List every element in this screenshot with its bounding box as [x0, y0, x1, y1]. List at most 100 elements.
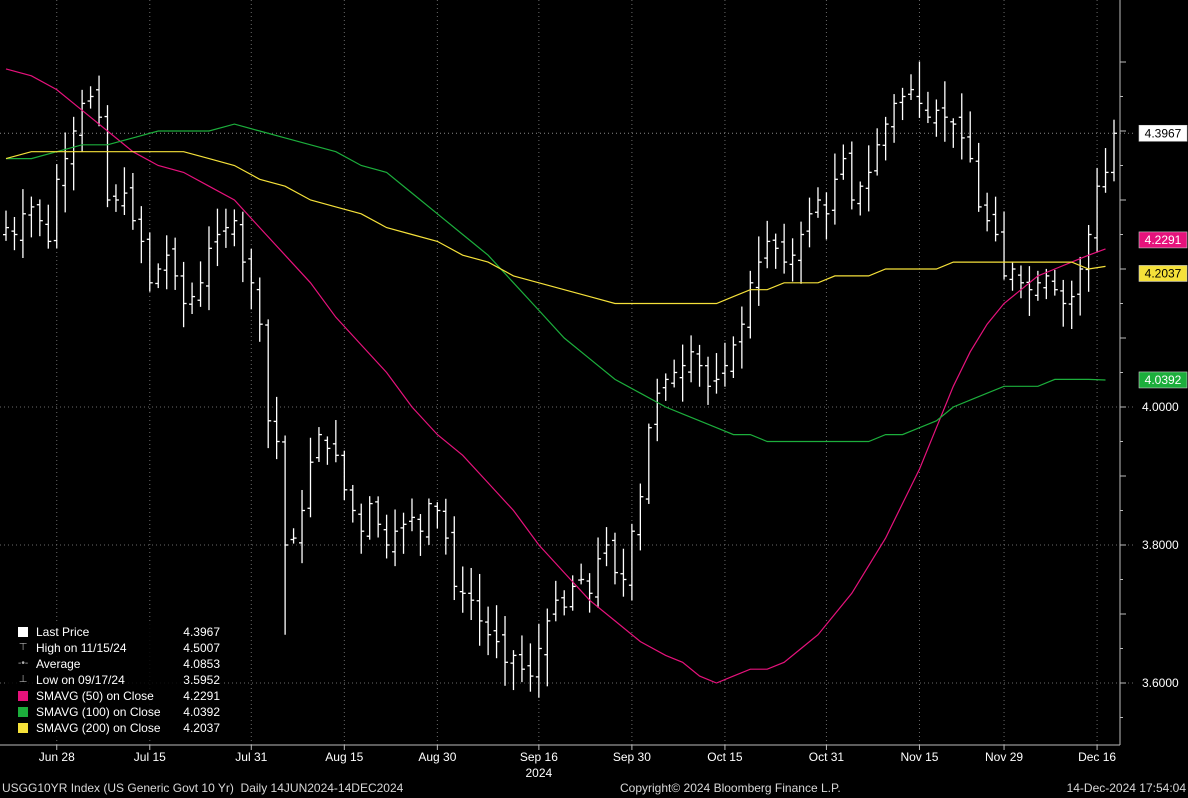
ohlc-bar	[36, 199, 43, 237]
ohlc-bar	[468, 567, 475, 621]
y-tick-label: 3.8000	[1142, 538, 1179, 552]
ohlc-bar	[408, 498, 415, 532]
ohlc-bar	[1102, 148, 1109, 193]
ohlc-bar	[45, 204, 52, 249]
ohlc-bar	[924, 91, 931, 124]
ohlc-bar	[112, 184, 119, 212]
ohlc-bar	[518, 635, 525, 683]
ohlc-bar	[239, 211, 246, 283]
price-label: 4.2037	[1138, 265, 1188, 282]
ohlc-bar	[442, 498, 449, 555]
ohlc-bar	[155, 263, 162, 289]
ohlc-bar	[899, 87, 906, 121]
ohlc-bar	[654, 378, 661, 442]
legend-value-last: 4.3967	[183, 625, 220, 639]
x-tick-label: Aug 30	[418, 750, 456, 764]
ohlc-bar	[535, 623, 542, 698]
ohlc-bar	[459, 566, 466, 613]
legend-label-last: Last Price	[36, 625, 90, 639]
ohlc-bar	[375, 496, 382, 538]
ohlc-bar	[256, 277, 263, 342]
y-tick-label: 3.6000	[1142, 676, 1179, 690]
ohlc-bar	[831, 153, 838, 225]
x-tick-label: Nov 29	[985, 750, 1023, 764]
ohlc-bar	[417, 514, 424, 556]
high-marker-icon: ⊤	[18, 642, 28, 653]
legend-value-sma200: 4.2037	[183, 721, 220, 735]
ohlc-bar	[349, 484, 356, 523]
ohlc-bar	[282, 435, 289, 635]
ohlc-bar	[222, 208, 229, 248]
ohlc-bar	[53, 164, 60, 249]
ohlc-bar	[874, 128, 881, 176]
ohlc-bar	[730, 336, 737, 378]
ohlc-bar	[476, 573, 483, 646]
legend-value-sma100: 4.0392	[183, 705, 220, 719]
ohlc-bar	[857, 181, 864, 216]
ohlc-bar	[485, 606, 492, 656]
ohlc-bar	[848, 141, 855, 210]
legend-row-average: -•- Average 4.0853	[8, 656, 224, 672]
ohlc-bar	[87, 86, 94, 109]
ohlc-bar	[121, 167, 128, 216]
x-tick-label: Jul 15	[134, 750, 166, 764]
ohlc-bar	[434, 502, 441, 529]
footer-ticker: USGG10YR Index (US Generic Govt 10 Yr) D…	[2, 781, 403, 795]
ohlc-bar	[721, 342, 728, 387]
legend: Last Price 4.3967 ⊤ High on 11/15/24 4.5…	[8, 622, 224, 740]
ohlc-bar	[265, 319, 272, 449]
ohlc-bar	[1043, 268, 1050, 300]
ohlc-bar	[806, 197, 813, 248]
ohlc-bar	[755, 236, 762, 306]
ohlc-bar	[671, 359, 678, 388]
ohlc-bar	[595, 537, 602, 608]
x-tick-label: Jul 31	[235, 750, 267, 764]
legend-row-last: Last Price 4.3967	[8, 624, 224, 640]
ohlc-bar	[315, 427, 322, 462]
ohlc-bar	[79, 89, 86, 153]
ohlc-bar	[324, 436, 331, 465]
ohlc-bar	[62, 132, 69, 213]
white-square-icon	[18, 627, 28, 637]
ohlc-bar	[451, 516, 458, 601]
legend-row-sma200: SMAVG (200) on Close 4.2037	[8, 720, 224, 736]
price-label: 4.2291	[1138, 231, 1188, 249]
ohlc-bar	[958, 93, 965, 160]
ohlc-bar	[341, 450, 348, 501]
sma-line-50	[5, 68, 1106, 684]
ohlc-bar	[586, 573, 593, 613]
ohlc-bar	[400, 512, 407, 554]
ohlc-bar	[679, 344, 686, 402]
copyright: Copyright© 2024 Bloomberg Finance L.P.	[620, 781, 841, 795]
legend-value-high: 4.5007	[183, 641, 220, 655]
ohlc-bar	[696, 344, 703, 387]
legend-label-sma100: SMAVG (100) on Close	[36, 705, 161, 719]
ohlc-bar	[1111, 119, 1117, 182]
ohlc-bar	[189, 282, 196, 315]
ohlc-bar	[645, 423, 652, 504]
legend-label-average: Average	[36, 657, 81, 671]
ohlc-bar	[290, 528, 297, 544]
ohlc-bar	[138, 206, 145, 264]
green-square-icon	[18, 707, 28, 717]
ohlc-bar	[781, 223, 788, 274]
ohlc-bars	[3, 61, 1117, 698]
x-tick-label: Aug 15	[325, 750, 363, 764]
x-tick-label: Sep 16	[520, 750, 558, 764]
ohlc-bar	[425, 498, 432, 545]
price-label: 4.0392	[1138, 371, 1188, 389]
ohlc-bar	[637, 483, 644, 551]
legend-value-sma50: 4.2291	[183, 689, 220, 703]
ohlc-bar	[180, 261, 187, 328]
ohlc-bar	[814, 187, 821, 218]
legend-row-sma100: SMAVG (100) on Close 4.0392	[8, 704, 224, 720]
ohlc-bar	[163, 235, 170, 290]
legend-row-sma50: SMAVG (50) on Close 4.2291	[8, 688, 224, 704]
ohlc-bar	[383, 514, 390, 559]
price-label: 4.3967	[1138, 124, 1188, 142]
ohlc-bar	[172, 237, 179, 290]
ohlc-bar	[1085, 224, 1092, 292]
ohlc-bar	[950, 118, 957, 148]
ohlc-bar	[231, 209, 238, 247]
